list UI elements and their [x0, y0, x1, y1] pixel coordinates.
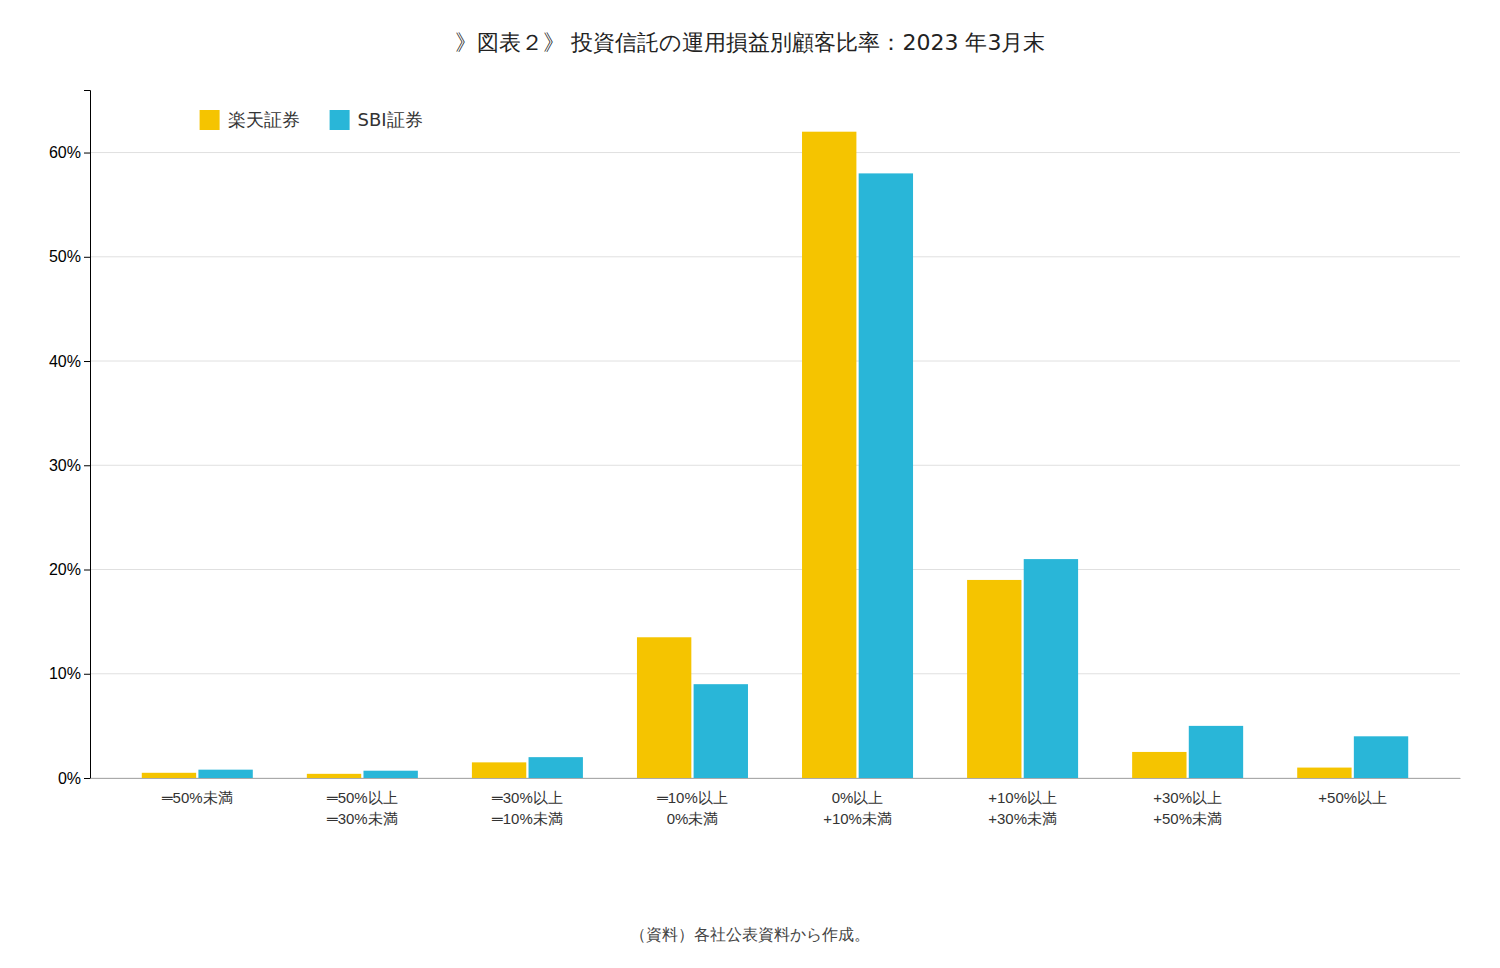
x-tick: +30%以上 +50%未満 — [1153, 789, 1222, 827]
bar — [1189, 726, 1243, 778]
x-axis: ═50%未満 ═50%以上 ═30%未満 ═30%以上 ═10%未満 ═10%以上 0%未満… — [91, 779, 1461, 827]
bar — [1297, 768, 1351, 778]
bar — [529, 757, 583, 778]
y-tick-mark — [84, 778, 90, 779]
bar — [802, 132, 856, 778]
grid-line — [90, 465, 1460, 466]
x-tick: +10%以上 +30%未満 — [988, 789, 1057, 827]
title: 》図表２》 投資信託の運用損益別顧客比率：2023 年3月末 — [455, 30, 1046, 55]
y-tick: 60% — [49, 144, 90, 161]
bar — [637, 637, 691, 778]
y-tick-label: 60% — [49, 144, 81, 161]
bar — [694, 684, 748, 778]
x-tick: ═30%以上 ═10%未満 — [491, 789, 563, 827]
bar — [859, 173, 913, 778]
x-tick-label: 0%以上 +10%未満 — [823, 789, 892, 827]
y-tick-mark — [84, 153, 90, 154]
x-tick-label: ═30%以上 ═10%未満 — [491, 789, 563, 827]
bar — [142, 773, 196, 778]
x-tick-label: ═50%以上 ═30%未満 — [326, 789, 398, 827]
x-tick-label-line: +10%未満 — [823, 810, 892, 827]
grid-line — [90, 569, 1460, 570]
legend-swatch — [200, 110, 220, 130]
y-axis-line — [84, 91, 91, 779]
grid-line — [90, 361, 1460, 362]
bar — [967, 580, 1021, 778]
bar-series — [198, 173, 1408, 778]
x-tick: ═10%以上 0%未満 — [656, 789, 728, 827]
x-tick: 0%以上 +10%未満 — [823, 789, 892, 827]
grid-line — [90, 673, 1460, 674]
y-tick-label: 10% — [49, 665, 81, 682]
x-tick: ═50%以上 ═30%未満 — [326, 789, 398, 827]
x-tick-label-line: +30%未満 — [988, 810, 1057, 827]
x-tick: ═50%未満 — [161, 789, 233, 806]
x-tick-label-line: 0%未満 — [667, 810, 719, 827]
x-tick-label-line: ═10%以上 — [656, 789, 728, 806]
y-tick-label: 0% — [58, 770, 81, 787]
bar — [1024, 559, 1078, 778]
y-tick-mark — [84, 257, 90, 258]
chart: 0% 10% 20% 30% 40% 50% 60% ═50%未満 ═50%以上 ═30%未満 ═3… — [0, 0, 1500, 968]
y-tick: 40% — [49, 353, 90, 370]
x-tick-label-line: +50%以上 — [1318, 789, 1387, 806]
y-tick-label: 40% — [49, 353, 81, 370]
footnote: （資料）各社公表資料から作成。 — [630, 925, 870, 944]
x-tick-label: +50%以上 — [1318, 789, 1387, 806]
y-tick-label: 30% — [49, 457, 81, 474]
bar — [363, 771, 417, 778]
x-tick-label-line: ═10%未満 — [491, 810, 563, 827]
plot-area: 0% 10% 20% 30% 40% 50% 60% ═50%未満 ═50%以上 ═30%未満 ═3… — [49, 91, 1461, 827]
grid-line — [90, 778, 1460, 779]
bars — [142, 132, 1408, 778]
legend-swatch — [330, 110, 350, 130]
y-tick: 0% — [58, 770, 90, 787]
y-tick: 20% — [49, 561, 90, 578]
x-tick-label-line: ═50%以上 — [326, 789, 398, 806]
y-tick-label: 50% — [49, 248, 81, 265]
x-axis-line — [91, 778, 1461, 779]
grid — [90, 153, 1460, 778]
y-tick: 50% — [49, 248, 90, 265]
legend-label: 楽天証券 — [228, 109, 300, 130]
y-tick-mark — [84, 570, 90, 571]
y-tick: 30% — [49, 457, 90, 474]
x-tick-label-line: ═30%未満 — [326, 810, 398, 827]
x-tick-label: ═10%以上 0%未満 — [656, 789, 728, 827]
bar — [1354, 736, 1408, 778]
bar-series — [142, 132, 1352, 778]
bar — [198, 770, 252, 778]
legend-item: SBI証券 — [330, 109, 423, 130]
x-tick-label-line: +30%以上 — [1153, 789, 1222, 806]
x-tick: +50%以上 — [1318, 789, 1387, 806]
grid-line — [90, 152, 1460, 153]
y-tick-mark — [84, 361, 90, 362]
legend: 楽天証券 SBI証券 — [200, 109, 423, 130]
x-tick-label-line: 0%以上 — [832, 789, 884, 806]
y-tick: 10% — [49, 665, 90, 682]
x-tick-label: +30%以上 +50%未満 — [1153, 789, 1222, 827]
y-axis: 0% 10% 20% 30% 40% 50% 60% — [49, 91, 91, 787]
y-tick-mark — [84, 674, 90, 675]
x-tick-label-line: ═50%未満 — [161, 789, 233, 806]
x-tick-label-line: ═30%以上 — [491, 789, 563, 806]
legend-label: SBI証券 — [358, 109, 423, 130]
x-tick-label: ═50%未満 — [161, 789, 233, 806]
y-tick-mark — [84, 465, 90, 466]
x-tick-label: +10%以上 +30%未満 — [988, 789, 1057, 827]
y-tick-label: 20% — [49, 561, 81, 578]
grid-line — [90, 256, 1460, 257]
bar — [307, 774, 361, 778]
bar — [472, 762, 526, 778]
x-tick-label-line: +50%未満 — [1153, 810, 1222, 827]
x-tick-label-line: +10%以上 — [988, 789, 1057, 806]
bar — [1132, 752, 1186, 778]
legend-item: 楽天証券 — [200, 109, 300, 130]
